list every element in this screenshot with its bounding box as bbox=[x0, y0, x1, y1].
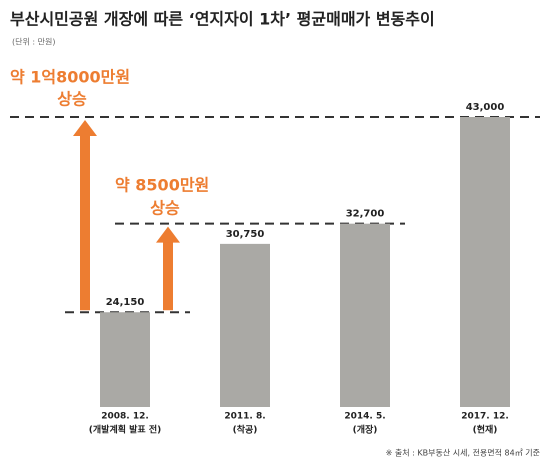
value-label: 43,000 bbox=[466, 102, 505, 113]
x-tick-label: 2011. 8. bbox=[224, 412, 265, 422]
x-tick-label: 2008. 12. bbox=[101, 412, 149, 422]
arrow-head bbox=[156, 226, 180, 243]
annotation: 상승 bbox=[150, 199, 180, 218]
arrow-shaft bbox=[163, 240, 173, 311]
annotation: 상승 bbox=[57, 90, 87, 109]
bar bbox=[100, 312, 150, 407]
x-tick-label: 2017. 12. bbox=[461, 412, 509, 422]
source-note: ※ 출처 : KB부동산 시세, 전용면적 84㎡ 기준 bbox=[386, 448, 540, 458]
annotation: 약 8500만원 bbox=[115, 176, 209, 195]
x-tick-label: 2014. 5. bbox=[344, 412, 385, 422]
chart-title: 부산시민공원 개장에 따른 ‘연지자이 1차’ 평균매매가 변동추이 bbox=[10, 10, 435, 29]
value-label: 30,750 bbox=[226, 229, 265, 240]
x-tick-note: (현재) bbox=[473, 424, 498, 436]
x-tick-note: (착공) bbox=[233, 424, 258, 436]
arrow-shaft bbox=[80, 134, 90, 311]
chart-subtitle: (단위 : 만원) bbox=[12, 37, 55, 47]
x-tick-note: (개장) bbox=[353, 424, 378, 436]
x-tick-note: (개발계획 발표 전) bbox=[89, 424, 161, 436]
bar bbox=[340, 223, 390, 407]
annotation: 약 1억8000만원 bbox=[10, 68, 130, 87]
bar bbox=[460, 117, 510, 407]
bar bbox=[220, 243, 270, 407]
value-label: 24,150 bbox=[106, 297, 145, 308]
arrow-head bbox=[73, 120, 97, 136]
value-label: 32,700 bbox=[346, 209, 385, 220]
